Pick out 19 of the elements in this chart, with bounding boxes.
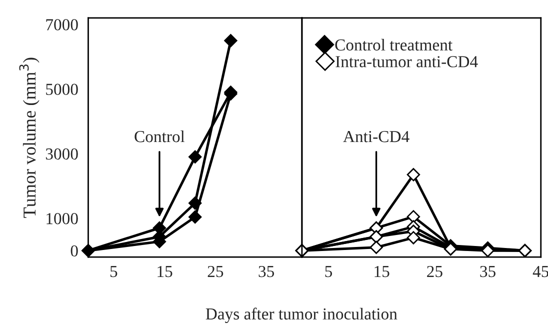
annotation: Anti-CD4 <box>343 131 410 142</box>
y-axis-title: Tumor volume (mm$^{3}$) <box>19 58 40 218</box>
x-tick-label: 15 <box>374 266 390 278</box>
annotation: Control <box>134 130 185 142</box>
text: Intra-tumor anti-CD4 <box>336 56 478 68</box>
x-tick-label: 15 <box>158 266 172 278</box>
x-tick-label: 35 <box>480 266 496 278</box>
x-tick-label: 5 <box>325 266 332 278</box>
x-tick-label: 35 <box>258 266 274 278</box>
y-tick-label: 7000 <box>46 19 78 30</box>
legend-label: Control treatment <box>335 38 452 51</box>
x-tick-label: 5 <box>110 266 118 278</box>
y-tick-label: 5000 <box>46 84 78 96</box>
x-tick-label: 25 <box>208 266 224 278</box>
y-tick-label: 3000 <box>46 148 78 160</box>
y-tick-label: 1000 <box>46 213 78 224</box>
y-tick-label: 0 <box>70 245 78 257</box>
x-tick-label: 25 <box>427 266 442 278</box>
x-axis-title: Days after tumor inoculation <box>206 308 398 324</box>
